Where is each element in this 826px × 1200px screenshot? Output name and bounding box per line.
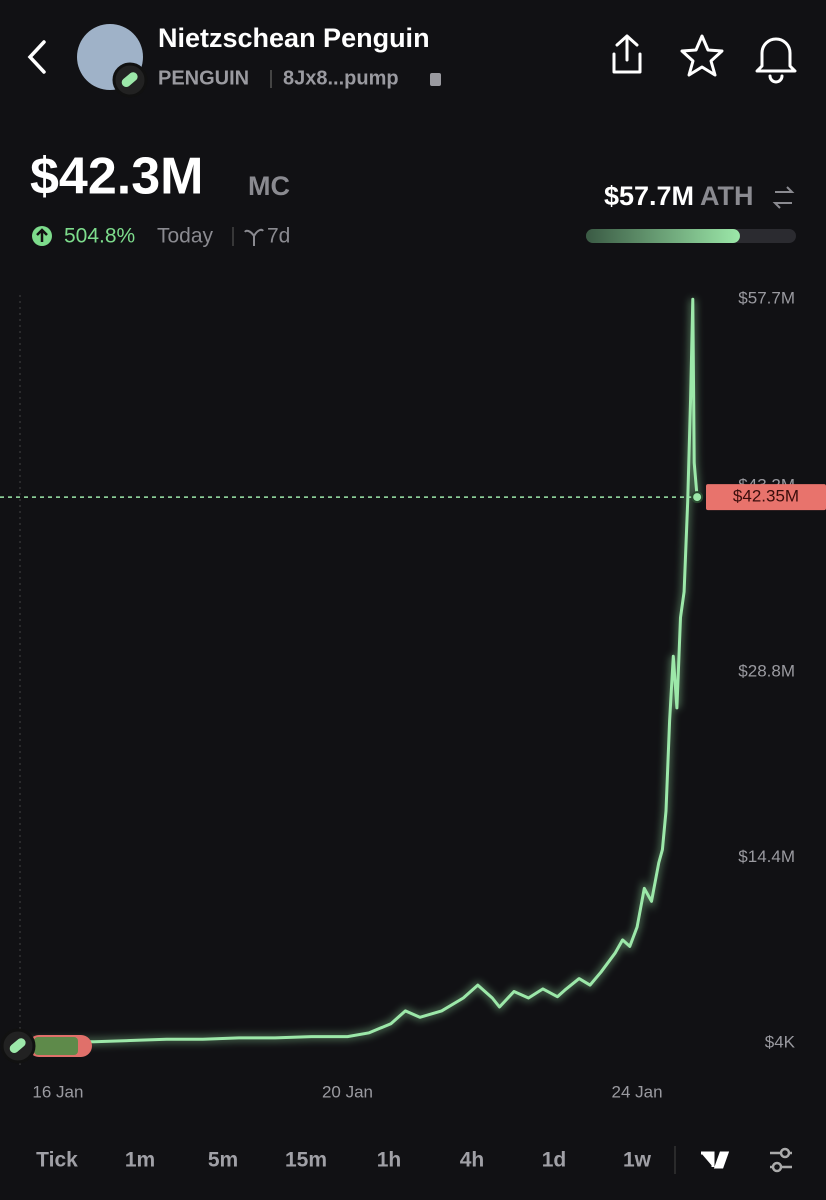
timeframe-tab[interactable]: 15m [285,1149,327,1172]
address[interactable]: 8Jx8...pump [283,67,399,89]
ath-label: ATH [700,181,754,211]
x-tick-label: 24 Jan [612,1082,663,1101]
mc-unit: MC [248,171,290,201]
y-tick-label: $57.7M [738,289,795,308]
timeframe-tab[interactable]: 4h [460,1149,485,1172]
tradingview-button[interactable] [701,1151,730,1169]
timeframe-tab[interactable]: 1w [623,1149,652,1172]
swap-icon[interactable] [772,186,795,209]
copy-icon[interactable] [430,73,441,86]
back-button[interactable] [27,40,46,74]
y-tick-label: $14.4M [738,847,795,866]
x-tick-label: 20 Jan [322,1082,373,1101]
settings-button[interactable] [770,1147,792,1173]
favorite-button[interactable] [680,34,724,77]
timeframe-tab[interactable]: 1h [377,1149,402,1172]
price-line [21,297,699,1044]
change: 504.8% [64,225,135,248]
age: 7d [267,225,290,248]
change-period: Today [157,225,214,248]
market-cap: $42.3M [30,148,203,206]
token-name: Nietzschean Penguin [158,23,430,53]
timeframe-tab[interactable]: 1m [125,1149,155,1172]
alert-button[interactable] [755,37,797,84]
timeframe-tab[interactable]: 5m [208,1149,238,1172]
current-label: $42.35M [733,487,799,506]
timeframe-tab[interactable]: 1d [542,1149,567,1172]
current-dot [691,491,704,504]
share-button[interactable] [612,34,642,74]
ath-value: $57.7M [604,181,694,211]
pill-icon [121,72,138,88]
timeframe-tab[interactable]: Tick [36,1149,78,1172]
x-tick-label: 16 Jan [32,1082,83,1101]
ticker: PENGUIN [158,67,249,89]
line-glow [21,299,701,1046]
ath-progress [586,229,740,243]
y-tick-label: $4K [765,1033,796,1052]
y-tick-label: $28.8M [738,661,795,680]
current-badge [706,484,826,511]
